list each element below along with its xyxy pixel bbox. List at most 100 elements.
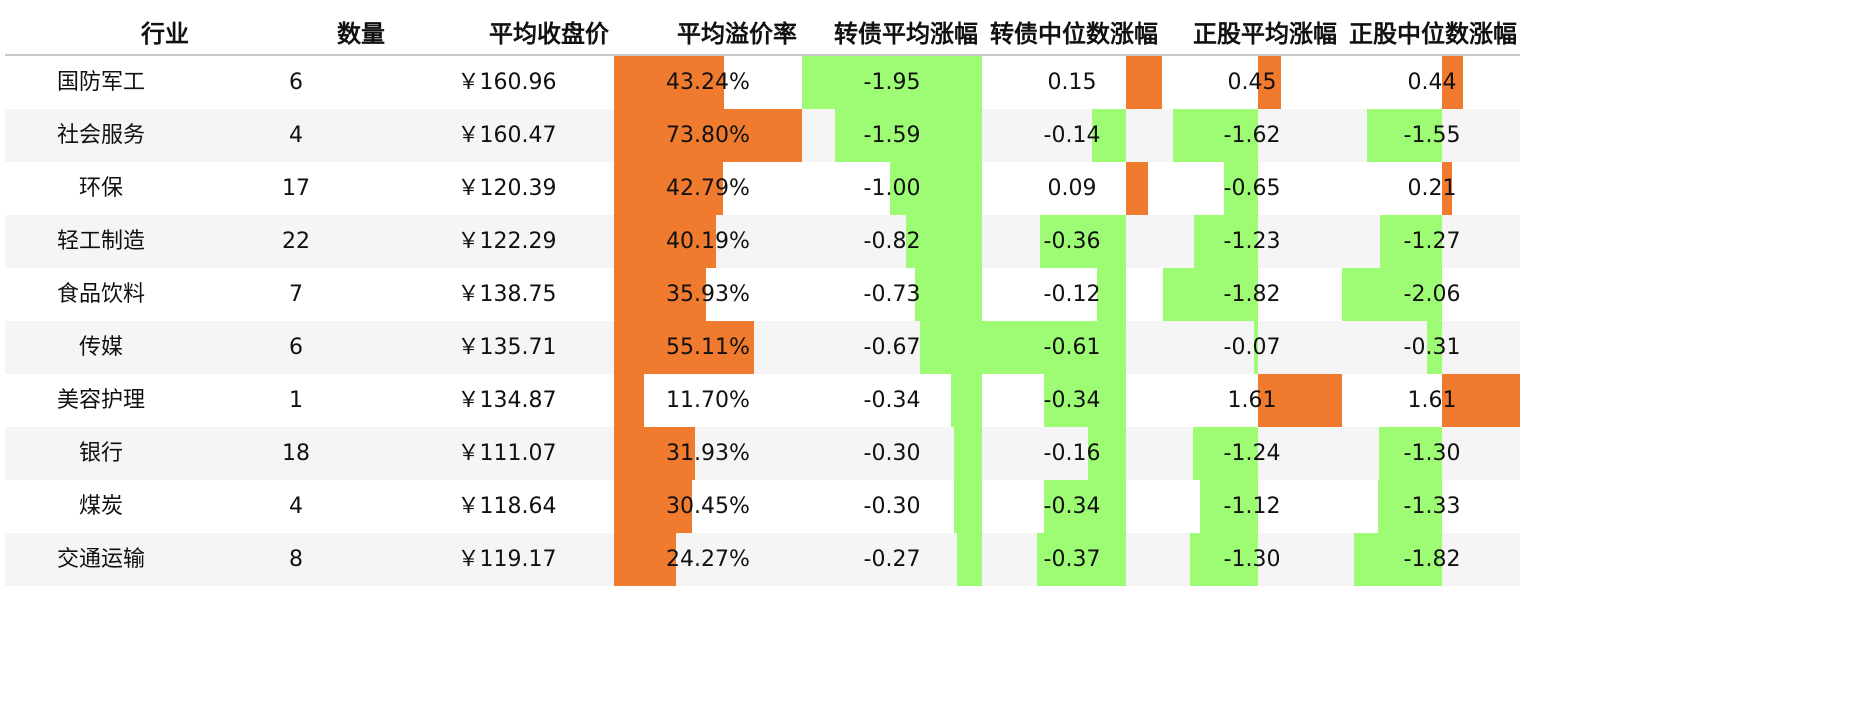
value-label-cb_mean: -1.59 bbox=[863, 123, 921, 148]
bar-stk_mean bbox=[1193, 215, 1258, 268]
value-label-stk_mean: -1.12 bbox=[1223, 494, 1281, 519]
bar-cb_median bbox=[1126, 162, 1148, 215]
cell-count: 22 bbox=[282, 229, 310, 254]
column-header: 正股中位数涨幅 bbox=[1349, 20, 1517, 48]
bar-premium bbox=[614, 480, 692, 533]
bar-stk_median bbox=[1342, 268, 1442, 321]
bar-stk_mean bbox=[1173, 109, 1258, 162]
value-label-stk_mean: -1.62 bbox=[1223, 123, 1281, 148]
value-label-cb_median: 0.09 bbox=[1047, 176, 1097, 201]
table-row: 美容护理 1 ￥134.87 11.70% -0.34 -0.34 1.61 1.61 bbox=[5, 374, 1520, 427]
cell-industry: 社会服务 bbox=[56, 123, 145, 148]
value-label-premium: 35.93% bbox=[666, 282, 750, 307]
cell-industry: 交通运输 bbox=[56, 547, 145, 572]
bar-stk_median bbox=[1442, 374, 1520, 427]
cell-industry: 轻工制造 bbox=[56, 229, 145, 254]
bar-premium bbox=[614, 427, 696, 480]
bar-cb_median bbox=[1037, 533, 1126, 586]
bar-cb_median bbox=[1039, 215, 1126, 268]
value-label-cb_mean: -0.27 bbox=[863, 547, 921, 572]
value-label-premium: 42.79% bbox=[666, 176, 750, 201]
bar-cb_median bbox=[1044, 374, 1126, 427]
bar-cb_mean bbox=[802, 56, 982, 109]
cell-industry: 国防军工 bbox=[56, 70, 145, 95]
table-row: 交通运输 8 ￥119.17 24.27% -0.27 -0.37 -1.30 -1.82 bbox=[5, 533, 1520, 586]
value-label-premium: 31.93% bbox=[666, 441, 750, 466]
bar-stk_median bbox=[1380, 215, 1442, 268]
bar-cb_mean bbox=[914, 268, 982, 321]
bar-premium bbox=[614, 215, 717, 268]
bar-stk_mean bbox=[1224, 162, 1258, 215]
value-label-cb_median: -0.16 bbox=[1043, 441, 1101, 466]
bar-stk_median bbox=[1377, 480, 1442, 533]
column-header: 数量 bbox=[337, 20, 385, 48]
cell-count: 8 bbox=[289, 547, 303, 572]
cell-industry: 银行 bbox=[78, 441, 123, 466]
bar-stk_median bbox=[1379, 427, 1442, 480]
cell-price: ￥138.75 bbox=[457, 282, 557, 307]
bar-cb_mean bbox=[906, 215, 982, 268]
bar-stk_mean bbox=[1258, 374, 1342, 427]
bar-stk_mean bbox=[1190, 533, 1258, 586]
value-label-stk_mean: -1.82 bbox=[1223, 282, 1281, 307]
value-label-stk_median: -1.82 bbox=[1403, 547, 1461, 572]
header-divider bbox=[5, 54, 1520, 56]
value-label-premium: 43.24% bbox=[666, 70, 750, 95]
value-label-stk_mean: -1.30 bbox=[1223, 547, 1281, 572]
bar-stk_mean bbox=[1163, 268, 1258, 321]
column-header: 正股平均涨幅 bbox=[1193, 20, 1337, 48]
bar-cb_median bbox=[982, 321, 1126, 374]
column-header: 平均收盘价 bbox=[489, 20, 609, 48]
value-label-premium: 55.11% bbox=[666, 335, 750, 360]
value-label-premium: 73.80% bbox=[666, 123, 750, 148]
value-label-premium: 30.45% bbox=[666, 494, 750, 519]
cell-industry: 传媒 bbox=[78, 335, 123, 360]
value-label-stk_median: 1.61 bbox=[1407, 388, 1457, 413]
table-row: 社会服务 4 ￥160.47 73.80% -1.59 -0.14 -1.62 -1.55 bbox=[5, 109, 1520, 162]
bar-cb_mean bbox=[954, 427, 982, 480]
column-header: 转债平均涨幅 bbox=[834, 20, 978, 48]
value-label-stk_median: -2.06 bbox=[1403, 282, 1461, 307]
value-label-stk_median: -0.31 bbox=[1403, 335, 1461, 360]
value-label-cb_mean: -1.00 bbox=[863, 176, 921, 201]
bar-premium bbox=[614, 374, 644, 427]
value-label-stk_median: 0.21 bbox=[1407, 176, 1457, 201]
cell-count: 4 bbox=[289, 123, 303, 148]
column-header: 平均溢价率 bbox=[677, 20, 797, 48]
value-label-premium: 24.27% bbox=[666, 547, 750, 572]
cell-price: ￥160.96 bbox=[457, 70, 557, 95]
cell-count: 1 bbox=[289, 388, 303, 413]
value-label-cb_mean: -1.95 bbox=[863, 70, 921, 95]
table-row: 国防军工 6 ￥160.96 43.24% -1.95 0.15 0.45 0.44 bbox=[5, 56, 1520, 109]
value-label-cb_median: -0.34 bbox=[1043, 494, 1101, 519]
cell-price: ￥134.87 bbox=[457, 388, 557, 413]
bar-premium bbox=[614, 56, 725, 109]
cell-industry: 食品饮料 bbox=[56, 282, 145, 307]
table-row: 煤炭 4 ￥118.64 30.45% -0.30 -0.34 -1.12 -1.33 bbox=[5, 480, 1520, 533]
table-row: 传媒 6 ￥135.71 55.11% -0.67 -0.61 -0.07 -0.31 bbox=[5, 321, 1520, 374]
column-header: 行业 bbox=[141, 20, 189, 48]
bar-cb_mean bbox=[950, 374, 982, 427]
bar-premium bbox=[614, 162, 723, 215]
bar-stk_median bbox=[1366, 109, 1442, 162]
cell-count: 17 bbox=[282, 176, 310, 201]
cell-industry: 美容护理 bbox=[56, 388, 145, 413]
bar-cb_mean bbox=[889, 162, 982, 215]
cell-count: 7 bbox=[289, 282, 303, 307]
value-label-cb_median: 0.15 bbox=[1047, 70, 1097, 95]
value-label-cb_mean: -0.73 bbox=[863, 282, 921, 307]
bar-cb_median bbox=[1044, 480, 1126, 533]
value-label-stk_mean: 0.45 bbox=[1227, 70, 1277, 95]
cell-count: 6 bbox=[289, 335, 303, 360]
value-label-stk_mean: -0.65 bbox=[1223, 176, 1281, 201]
column-header: 转债中位数涨幅 bbox=[990, 20, 1158, 48]
bar-cb_median bbox=[1126, 56, 1162, 109]
value-label-stk_mean: 1.61 bbox=[1227, 388, 1277, 413]
bar-premium bbox=[614, 268, 706, 321]
value-label-stk_mean: -0.07 bbox=[1223, 335, 1281, 360]
bar-cb_median bbox=[1092, 109, 1126, 162]
value-label-premium: 40.19% bbox=[666, 229, 750, 254]
value-label-cb_mean: -0.67 bbox=[863, 335, 921, 360]
bar-cb_median bbox=[1087, 427, 1126, 480]
value-label-stk_median: -1.30 bbox=[1403, 441, 1461, 466]
